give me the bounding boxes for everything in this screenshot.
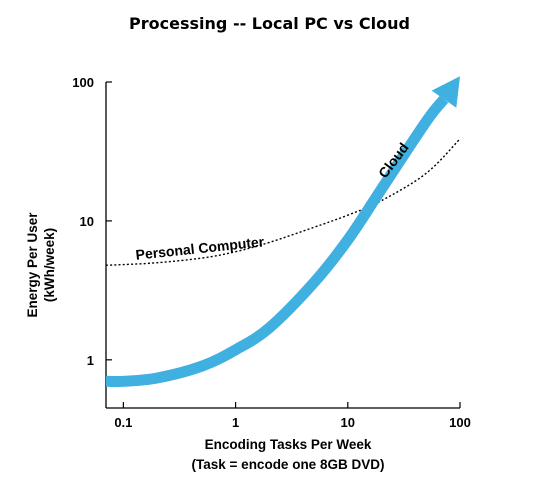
- y-tick-label: 100: [72, 75, 94, 90]
- labels-layer: Encoding Tasks Per Week (Task = encode on…: [25, 140, 412, 472]
- series-personal-computer-line: [105, 138, 461, 266]
- series-cloud-line: [105, 95, 449, 388]
- chart-title: Processing -- Local PC vs Cloud: [129, 14, 410, 33]
- y-axis-sublabel: (kWh/week): [42, 228, 57, 302]
- y-axis-label: Energy Per User: [25, 212, 40, 318]
- x-tick-label: 10: [341, 415, 355, 430]
- x-tick-label: 1: [232, 415, 239, 430]
- y-tick-label: 10: [80, 214, 94, 229]
- axes: 0.1 1 10 100 1 10 100: [72, 75, 471, 430]
- x-tick-label: 0.1: [114, 415, 132, 430]
- x-tick-label: 100: [449, 415, 471, 430]
- series-cloud-arrowhead: [431, 76, 460, 108]
- x-axis-sublabel: (Task = encode one 8GB DVD): [192, 457, 385, 472]
- x-axis-label: Encoding Tasks Per Week: [205, 437, 372, 452]
- series-layer: [105, 76, 461, 388]
- y-tick-label: 1: [87, 353, 94, 368]
